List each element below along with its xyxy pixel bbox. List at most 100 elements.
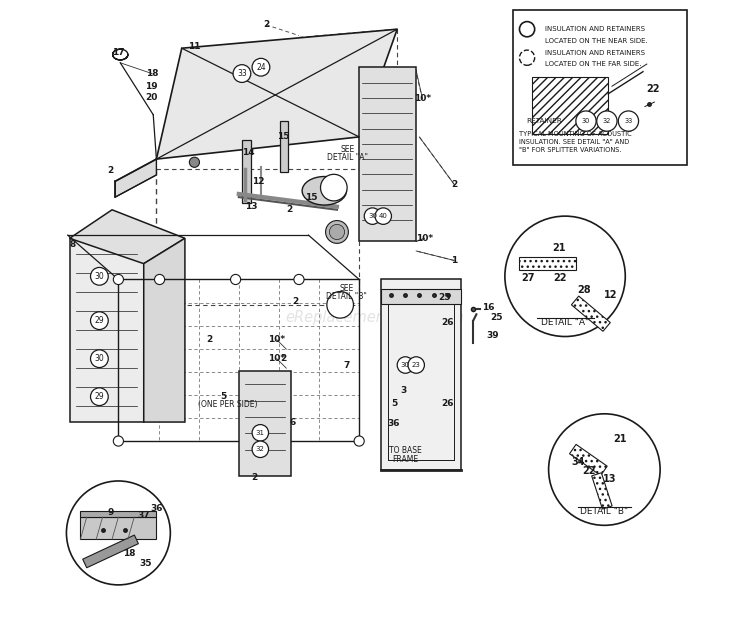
Text: 5: 5: [391, 399, 398, 408]
Text: SEE: SEE: [339, 284, 353, 293]
Bar: [569, 444, 608, 476]
Text: 26: 26: [442, 318, 454, 327]
Text: 32: 32: [603, 118, 611, 124]
Circle shape: [520, 50, 535, 65]
Text: 30: 30: [94, 272, 104, 281]
Text: 29: 29: [94, 392, 104, 401]
Text: 18: 18: [146, 69, 158, 78]
Text: 12: 12: [251, 177, 264, 186]
Bar: [82, 535, 139, 568]
Circle shape: [154, 274, 165, 284]
Text: 35: 35: [140, 559, 152, 568]
Text: 29: 29: [94, 316, 104, 325]
Circle shape: [91, 388, 108, 406]
Text: 17: 17: [112, 48, 125, 57]
Polygon shape: [70, 238, 144, 422]
Circle shape: [233, 65, 250, 83]
Text: DETAIL "A": DETAIL "A": [541, 318, 590, 327]
Text: 20: 20: [146, 93, 158, 102]
Text: "B" FOR SPLITTER VARIATIONS.: "B" FOR SPLITTER VARIATIONS.: [520, 147, 622, 152]
Circle shape: [91, 350, 108, 368]
Polygon shape: [238, 371, 291, 476]
Text: 2: 2: [108, 166, 114, 175]
Text: (ONE PER SIDE): (ONE PER SIDE): [198, 401, 258, 410]
Text: 24: 24: [256, 63, 265, 72]
Text: 10*: 10*: [268, 335, 285, 344]
Circle shape: [364, 208, 381, 224]
Text: 33: 33: [624, 118, 632, 124]
Text: 22: 22: [554, 272, 567, 283]
Text: INSULATION AND RETAINERS: INSULATION AND RETAINERS: [544, 26, 645, 32]
Text: 13: 13: [603, 474, 616, 484]
Bar: [520, 257, 577, 270]
Text: 16: 16: [482, 304, 494, 312]
Text: 8: 8: [69, 240, 75, 249]
Circle shape: [113, 436, 124, 446]
Bar: [572, 296, 610, 331]
Text: 40: 40: [379, 213, 388, 219]
Text: 1: 1: [451, 256, 458, 265]
Text: TO BASE: TO BASE: [389, 446, 422, 455]
Bar: [513, 10, 687, 166]
Polygon shape: [242, 140, 251, 203]
Text: 19: 19: [145, 82, 158, 91]
Circle shape: [505, 216, 626, 337]
Text: DETAIL "B": DETAIL "B": [326, 292, 367, 301]
Text: 36: 36: [150, 504, 163, 513]
Polygon shape: [381, 279, 460, 469]
Circle shape: [618, 111, 638, 131]
Text: 9: 9: [107, 508, 114, 517]
Circle shape: [326, 220, 349, 243]
Circle shape: [91, 312, 108, 330]
Text: 31: 31: [256, 430, 265, 436]
Text: 30: 30: [582, 118, 590, 124]
Text: 23: 23: [412, 362, 421, 368]
Text: 6: 6: [290, 418, 296, 427]
Text: 11: 11: [188, 42, 201, 51]
Text: 2: 2: [451, 180, 458, 189]
Text: 2: 2: [251, 472, 258, 482]
Text: 15: 15: [277, 133, 290, 142]
Text: DETAIL "B": DETAIL "B": [580, 507, 628, 516]
Text: 7: 7: [344, 361, 350, 370]
Text: 2: 2: [206, 335, 212, 344]
Text: 28: 28: [578, 285, 591, 295]
Circle shape: [320, 174, 347, 201]
Circle shape: [354, 436, 364, 446]
Text: 22: 22: [582, 466, 596, 476]
Text: RETAINER: RETAINER: [526, 118, 562, 124]
Text: 30: 30: [401, 362, 410, 368]
Text: 25: 25: [439, 293, 451, 302]
Text: 5: 5: [220, 392, 226, 401]
Text: 2: 2: [280, 354, 286, 363]
Circle shape: [67, 481, 170, 585]
Polygon shape: [70, 210, 185, 264]
Text: 26: 26: [442, 399, 454, 408]
Circle shape: [548, 414, 660, 525]
Text: 10*: 10*: [416, 234, 433, 243]
Text: 30: 30: [94, 354, 104, 363]
Polygon shape: [359, 67, 416, 241]
Ellipse shape: [302, 177, 346, 205]
Circle shape: [189, 157, 200, 168]
Text: INSULATION. SEE DETAIL "A" AND: INSULATION. SEE DETAIL "A" AND: [520, 139, 630, 145]
Text: 22: 22: [646, 84, 659, 95]
Text: INSULATION AND RETAINERS: INSULATION AND RETAINERS: [544, 50, 645, 57]
Text: FRAME: FRAME: [392, 455, 418, 464]
Text: eReplacementParts.com: eReplacementParts.com: [286, 310, 464, 325]
Circle shape: [252, 441, 268, 458]
Text: LOCATED ON THE NEAR SIDE.: LOCATED ON THE NEAR SIDE.: [544, 37, 647, 44]
Text: LOCATED ON THE FAR SIDE.: LOCATED ON THE FAR SIDE.: [544, 61, 641, 67]
Text: 21: 21: [552, 243, 566, 253]
Text: 2: 2: [263, 20, 269, 29]
Text: 30: 30: [368, 213, 377, 219]
Text: 33: 33: [237, 69, 247, 78]
Polygon shape: [157, 29, 398, 159]
Text: 27: 27: [521, 272, 535, 283]
Bar: [592, 473, 612, 509]
Text: DETAIL "A": DETAIL "A": [327, 153, 368, 163]
Circle shape: [576, 111, 596, 131]
Polygon shape: [144, 238, 185, 422]
Circle shape: [230, 274, 241, 284]
Polygon shape: [381, 289, 460, 304]
